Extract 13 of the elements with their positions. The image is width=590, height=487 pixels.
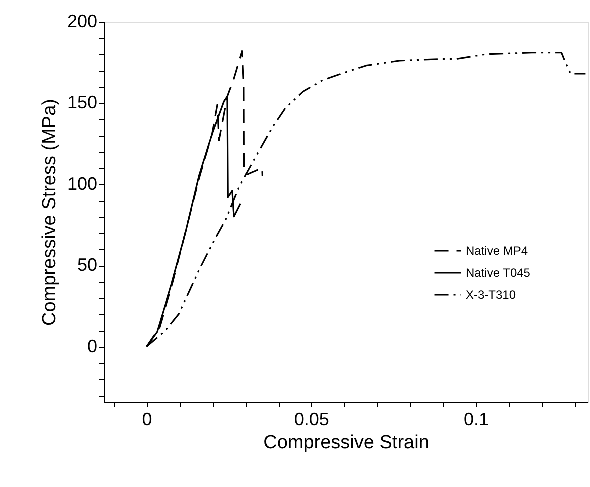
x-tick-label: 0.1 <box>464 410 490 430</box>
y-tick-label: 100 <box>67 174 98 194</box>
y-tick-label: 50 <box>77 255 98 276</box>
x-axis-title: Compressive Strain <box>264 432 430 454</box>
x-tick-label: 0 <box>142 410 152 430</box>
legend-label: Native MP4 <box>466 244 528 258</box>
y-tick-label: 0 <box>87 336 98 356</box>
x-tick-label: 0.05 <box>294 410 330 430</box>
y-tick-label: 150 <box>67 92 98 113</box>
y-axis-title: Compressive Stress (MPa) <box>39 99 60 326</box>
legend-label: X-3-T310 <box>466 288 516 302</box>
y-tick-label: 200 <box>67 12 98 32</box>
legend-label: Native T045 <box>466 266 531 280</box>
